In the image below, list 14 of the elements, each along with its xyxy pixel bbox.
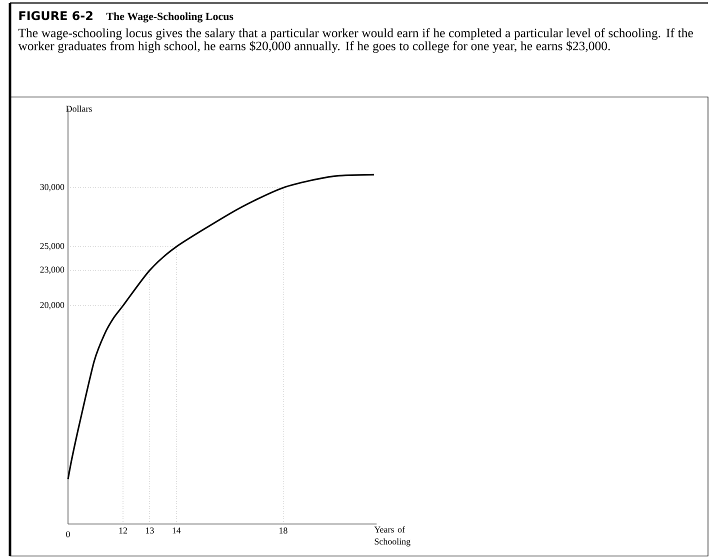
chart-subtitle: The Wage-Schooling Locus	[106, 12, 234, 22]
x-tick-label: 13	[146, 528, 154, 534]
y-tick-label: 20,000	[40, 302, 64, 310]
y-axis-title: Dollars	[66, 105, 92, 112]
x-tick-label: 12	[119, 528, 127, 534]
y-tick-label: 30,000	[40, 184, 64, 192]
x-tick-label: 18	[280, 528, 288, 534]
y-tick-label: 25,000	[40, 243, 64, 250]
x-axis-title: Years of Schooling	[374, 526, 410, 546]
text: 0	[66, 531, 70, 538]
text: The wage-schooling locus gives the salary that a particular worker would earn if he completed a particular level of schooling. If the worker graduates from high school, he earns $20,000 annually. If he goes to college for one year, he earns $23,000.	[18, 28, 693, 53]
y-tick-label: 23,000	[40, 266, 64, 274]
x-tick-label: 14	[172, 528, 181, 534]
chart-title: FIGURE 6-2	[19, 11, 92, 20]
